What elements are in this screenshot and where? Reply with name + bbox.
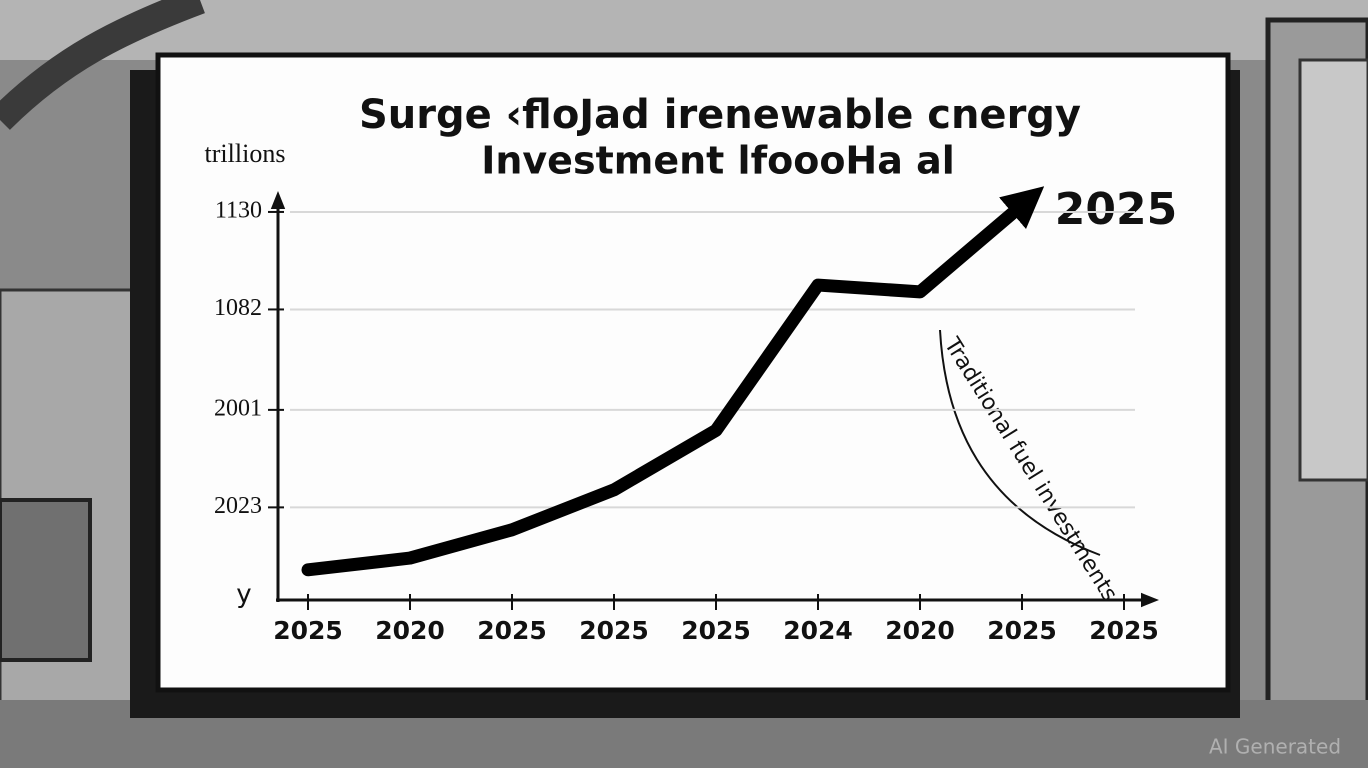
y-tick-label: 1082 (214, 295, 262, 321)
board (155, 52, 1231, 693)
x-tick-label: 2025 (987, 616, 1057, 645)
object-left (0, 498, 92, 662)
annotation-curve (939, 329, 1101, 556)
y-tick-label: 2001 (214, 395, 262, 421)
wall-top (0, 0, 1368, 60)
series-line (301, 186, 1045, 577)
y-unit-label: trillions (205, 139, 286, 168)
x-tick-label: 2020 (885, 616, 955, 645)
x-tick-label: 2025 (579, 616, 649, 645)
x-tick-label: 2020 (375, 616, 445, 645)
x-tick-label: 2024 (783, 616, 853, 645)
y-tick-label: 2023 (214, 493, 262, 519)
x-tick-label: 2025 (681, 616, 751, 645)
y-tick-label: 1130 (215, 197, 262, 223)
x-tick-label: 2025 (273, 616, 343, 645)
door-panel (1298, 58, 1368, 482)
watermark: AI Generated (1209, 735, 1341, 759)
x-tick-label: 2025 (477, 616, 547, 645)
chart-subtitle: Investment lfoooHa al (481, 139, 955, 183)
x-tick-label: 2025 (1089, 616, 1159, 645)
chart-title: Surge ‹floJad irenewable cnergy (359, 92, 1081, 138)
branch (0, 0, 205, 130)
annotation-year: 2025 (1055, 184, 1177, 235)
y-axis-label: y (236, 580, 251, 610)
